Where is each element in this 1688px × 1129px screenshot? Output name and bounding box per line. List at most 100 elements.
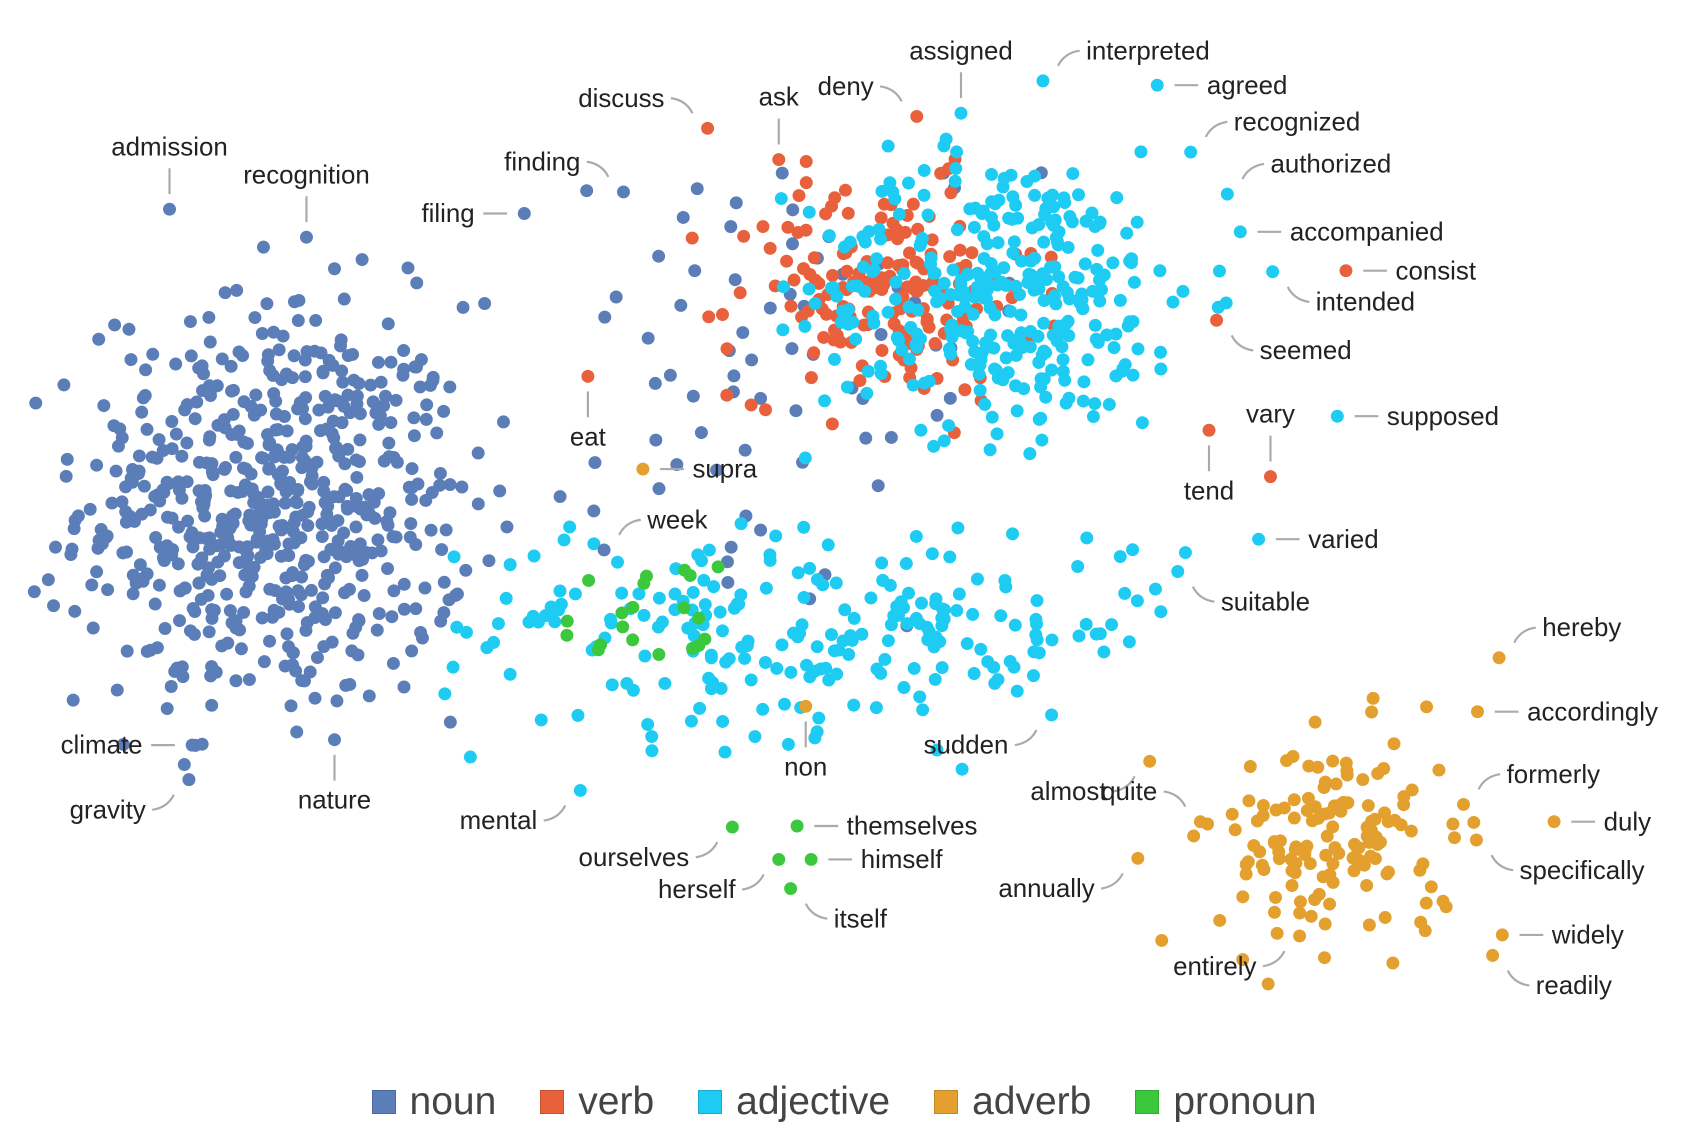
- noun-point: [435, 543, 449, 557]
- adjective-point: [1134, 145, 1148, 159]
- verb-point: [759, 403, 772, 417]
- adjective-point: [1040, 273, 1053, 287]
- noun-point: [786, 203, 800, 217]
- noun-point: [175, 449, 189, 463]
- noun-point: [261, 354, 275, 368]
- noun-point: [266, 368, 280, 382]
- adjective-point: [822, 229, 836, 243]
- adjective-point: [1030, 617, 1043, 631]
- noun-point: [322, 571, 335, 585]
- point-itself: [784, 882, 798, 896]
- noun-point: [232, 424, 246, 438]
- adjective-point: [902, 176, 915, 190]
- point-almost: [1143, 754, 1157, 768]
- point-label: accompanied: [1290, 218, 1444, 246]
- verb-point: [744, 398, 758, 412]
- noun-point: [745, 353, 759, 367]
- adverb-point: [1448, 831, 1461, 845]
- noun-point: [205, 660, 219, 674]
- adjective-point: [985, 410, 999, 424]
- noun-point: [288, 295, 301, 309]
- point-interpreted: [1036, 74, 1050, 88]
- noun-point: [317, 550, 331, 564]
- noun-point: [184, 349, 198, 363]
- point-label: recognized: [1234, 108, 1361, 136]
- noun-point: [437, 575, 451, 589]
- point-widely: [1495, 928, 1509, 942]
- noun-point: [352, 613, 366, 627]
- pronoun-point: [711, 560, 725, 574]
- adjective-point: [1075, 293, 1089, 307]
- noun-point: [278, 496, 292, 510]
- noun-point: [728, 273, 742, 287]
- adjective-point: [770, 661, 784, 675]
- adverb-point: [1288, 866, 1302, 880]
- noun-point: [169, 427, 183, 441]
- point-suitable: [1171, 565, 1185, 578]
- adjective-point: [702, 671, 716, 685]
- adjective-point: [1115, 364, 1129, 378]
- adverb-point: [1366, 691, 1380, 705]
- verb-point: [906, 197, 920, 211]
- noun-point: [598, 310, 612, 324]
- legend-label: adverb: [972, 1080, 1092, 1123]
- adjective-point: [1056, 353, 1070, 367]
- noun-point: [218, 286, 232, 300]
- adjective-point: [1051, 238, 1065, 252]
- adjective-point: [568, 587, 582, 601]
- noun-point: [355, 568, 369, 582]
- adverb-point: [1405, 783, 1419, 797]
- adjective-point: [948, 174, 962, 188]
- adjective-point: [875, 556, 889, 570]
- noun-point: [410, 276, 424, 290]
- leader-line: [879, 85, 903, 102]
- adjective-point: [897, 267, 911, 281]
- leader-line: [618, 518, 641, 536]
- adjective-point: [1028, 188, 1042, 202]
- adverb-point: [1239, 858, 1253, 871]
- noun-point: [254, 403, 268, 417]
- adverb-point: [1228, 823, 1242, 837]
- adjective-point: [1052, 270, 1066, 284]
- adjective-point: [980, 340, 994, 354]
- noun-point: [384, 355, 398, 369]
- adjective-point: [845, 279, 859, 293]
- adjective-point: [861, 364, 875, 378]
- adjective-point: [951, 304, 965, 318]
- adjective-point: [909, 529, 923, 543]
- leader-line: [1490, 854, 1514, 872]
- adjective-point: [1125, 252, 1138, 266]
- noun-point: [148, 597, 162, 611]
- noun-point: [455, 480, 469, 494]
- pronoun-point: [677, 601, 691, 615]
- noun-point: [217, 462, 231, 476]
- noun-point: [337, 292, 351, 306]
- adjective-point: [937, 434, 951, 448]
- adjective-point: [858, 235, 872, 249]
- leader-line: [1506, 969, 1530, 987]
- adjective-point: [763, 553, 777, 567]
- noun-point: [157, 554, 171, 568]
- adverb-point: [1346, 851, 1360, 865]
- adjective-point: [870, 252, 884, 266]
- leader-line: [152, 794, 175, 811]
- adjective-point: [716, 714, 730, 728]
- adverb-point: [1397, 798, 1411, 812]
- noun-point: [260, 297, 274, 311]
- adjective-point: [1135, 416, 1149, 430]
- noun-point: [83, 502, 97, 516]
- adjective-point: [927, 640, 941, 654]
- verb-point: [887, 317, 901, 331]
- noun-point: [199, 532, 213, 546]
- adjective-point: [1032, 646, 1046, 660]
- adjective-point: [988, 308, 1002, 322]
- noun-point: [383, 506, 397, 520]
- adjective-point: [769, 529, 783, 543]
- point-annually: [1131, 851, 1145, 865]
- labels-layer: admission recognition filing finding discuss…: [61, 37, 1658, 1000]
- noun-point: [274, 478, 288, 492]
- noun-point: [437, 404, 451, 418]
- adjective-point: [874, 367, 888, 380]
- adjective-point: [942, 419, 956, 433]
